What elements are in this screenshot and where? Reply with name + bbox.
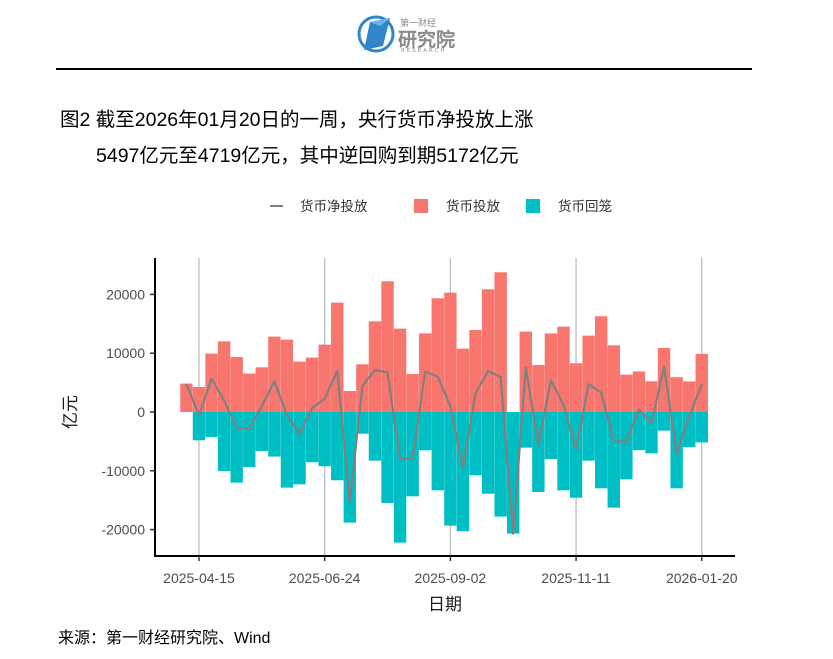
withdrawal-bar	[243, 412, 256, 467]
injection-bar	[532, 365, 545, 412]
header-divider	[56, 68, 752, 70]
injection-bar	[632, 371, 646, 412]
injection-bar	[331, 302, 344, 412]
withdrawal-bar	[331, 412, 344, 481]
injection-bar	[368, 321, 382, 412]
injection-bar	[620, 374, 633, 412]
axes	[154, 258, 735, 557]
x-tick-label: 2026-01-20	[666, 570, 738, 586]
withdrawal-bar	[217, 412, 231, 471]
withdrawal-bar	[444, 412, 457, 526]
withdrawal-bar	[607, 412, 620, 508]
injection-bar	[444, 292, 457, 412]
y-tick-label: -10000	[101, 463, 145, 479]
injection-bar	[268, 336, 281, 412]
withdrawal-bar	[230, 412, 243, 483]
logo-sub-text: RESEARCH	[401, 48, 447, 54]
withdrawal-bar	[192, 412, 206, 441]
withdrawal-bar	[268, 412, 281, 457]
withdrawal-bar	[255, 412, 269, 451]
withdrawal-bar	[469, 412, 482, 476]
legend-label-withdrawal: 货币回笼	[558, 198, 612, 215]
legend-label-injection: 货币投放	[446, 198, 500, 215]
injection-bar	[393, 328, 407, 412]
withdrawal-bar	[494, 412, 507, 517]
withdrawal-bar	[557, 412, 570, 491]
injection-bar	[469, 329, 482, 412]
injection-bar	[293, 361, 306, 412]
injection-bar	[305, 357, 319, 412]
injection-bar	[607, 345, 620, 412]
injection-bar	[557, 326, 570, 412]
withdrawal-bar	[695, 412, 708, 443]
injection-bar	[595, 316, 608, 412]
legend: 货币净投放 货币投放 货币回笼	[270, 198, 612, 215]
y-tick-label: -20000	[101, 522, 145, 538]
injection-bar	[569, 363, 583, 412]
withdrawal-bar	[419, 412, 432, 451]
withdrawal-bar	[305, 412, 319, 463]
withdrawal-bar	[368, 412, 382, 461]
figure-title-line-2: 5497亿元至4719亿元，其中逆回购到期5172亿元	[96, 145, 519, 167]
x-tick-label: 2025-06-24	[289, 570, 361, 586]
brand-logo: 第一财经 研究院 RESEARCH	[356, 10, 466, 58]
injection-bar	[205, 353, 218, 412]
withdrawal-bar	[582, 412, 595, 461]
net-injection-line	[185, 365, 703, 535]
x-tick-label: 2025-04-15	[163, 570, 235, 586]
injection-bars	[180, 272, 708, 412]
withdrawal-bar	[280, 412, 294, 488]
injection-bar	[243, 373, 256, 412]
injection-bar	[280, 339, 294, 412]
withdrawal-bar	[544, 412, 558, 459]
legend-swatch-injection	[414, 199, 428, 213]
injection-bar	[431, 298, 444, 412]
withdrawal-bars	[192, 412, 708, 543]
logo-main-text: 研究院	[398, 29, 456, 51]
legend-swatch-withdrawal	[526, 199, 540, 213]
injection-bar	[180, 383, 193, 412]
injection-bar	[230, 357, 243, 412]
injection-bar	[481, 289, 495, 412]
x-tick-label: 2025-11-11	[541, 570, 611, 586]
withdrawal-bar	[632, 412, 646, 451]
withdrawal-bar	[683, 412, 696, 448]
injection-bar	[670, 377, 683, 412]
withdrawal-bar	[481, 412, 495, 494]
withdrawal-bar	[318, 412, 331, 467]
withdrawal-bar	[657, 412, 671, 431]
injection-bar	[456, 348, 470, 412]
withdrawal-bar	[381, 412, 394, 503]
injection-bar	[582, 335, 595, 412]
withdrawal-bar	[595, 412, 608, 489]
injection-bar	[318, 344, 331, 412]
withdrawal-bar	[431, 412, 444, 491]
figure-title-line-1: 图2 截至2026年01月20日的一周，央行货币净投放上涨	[60, 109, 534, 131]
x-axis-title: 日期	[428, 595, 462, 615]
x-axis-ticks: 2025-04-15 2025-06-24 2025-09-02 2025-11-11…	[163, 556, 738, 586]
legend-label-net: 货币净投放	[300, 198, 368, 215]
withdrawal-bar	[456, 412, 470, 532]
y-tick-label: 0	[137, 404, 145, 420]
x-tick-label: 2025-09-02	[415, 570, 487, 586]
withdrawal-bar	[620, 412, 633, 480]
logo-top-text: 第一财经	[400, 19, 437, 29]
y-tick-label: 20000	[106, 286, 145, 302]
injection-bar	[406, 374, 419, 412]
logo-emblem-icon	[357, 15, 395, 53]
withdrawal-bar	[205, 412, 218, 437]
injection-bar	[683, 381, 696, 412]
y-axis-ticks: -20000 -10000 0 10000 20000	[101, 286, 155, 538]
injection-bar	[494, 272, 507, 412]
injection-bar	[381, 281, 394, 412]
injection-bar	[343, 391, 357, 412]
injection-bar	[695, 353, 708, 412]
source-note: 来源：第一财经研究院、Wind	[58, 630, 271, 647]
y-tick-label: 10000	[106, 345, 145, 361]
y-axis-title: 亿元	[61, 395, 81, 429]
withdrawal-bar	[343, 412, 357, 523]
injection-bar	[657, 348, 671, 412]
withdrawal-bar	[645, 412, 658, 454]
